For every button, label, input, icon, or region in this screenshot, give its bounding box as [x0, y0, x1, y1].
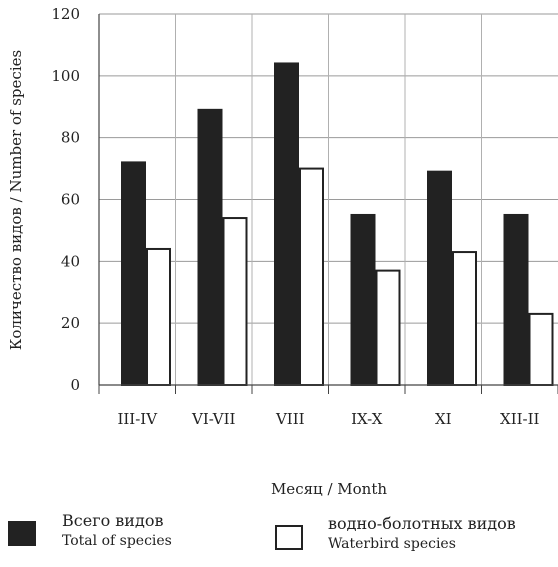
bar-total-VIII — [274, 62, 299, 386]
bar-total-IX-X — [350, 213, 376, 386]
y-tick-label: 0 — [70, 376, 80, 394]
bar-waterbird-XI — [452, 251, 477, 386]
x-tick-label: XII-II — [500, 410, 540, 428]
bar-waterbird-III-IV — [146, 247, 171, 386]
y-tick-label: 20 — [61, 314, 80, 332]
gridlines — [99, 13, 558, 385]
bar-waterbird-XII-II — [528, 312, 554, 386]
bar-total-III-IV — [121, 161, 146, 386]
x-axis-title: Месяц / Month — [271, 480, 387, 498]
legend-swatch-total — [8, 521, 36, 546]
bar-waterbird-IX-X — [375, 269, 401, 387]
y-tick-label: 100 — [51, 67, 80, 85]
y-axis-title: Количество видов / Number of species — [7, 50, 25, 350]
x-tick-label: XI — [435, 410, 452, 428]
y-tick-label: 80 — [61, 129, 80, 147]
legend-label-waterbird-ru: водно-болотных видов — [328, 514, 516, 533]
bar-chart: 0 20 40 60 80 100 120 III-IV VI-VII VIII IX-X XI XII… — [7, 5, 558, 498]
legend-label-total-ru: Всего видов — [62, 511, 164, 530]
legend-label-waterbird-en: Waterbird species — [328, 536, 456, 552]
bar-total-XII-II — [503, 213, 529, 386]
y-tick-label: 40 — [61, 252, 80, 270]
legend-swatch-waterbird — [275, 525, 303, 550]
y-tick-label: 60 — [61, 191, 80, 209]
x-tick-label: VIII — [275, 410, 305, 428]
x-tick-label: III-IV — [117, 410, 158, 428]
legend-label-total-en: Total of species — [62, 533, 172, 549]
bar-total-VI-VII — [197, 108, 223, 386]
bar-waterbird-VIII — [299, 167, 324, 386]
axes: 0 20 40 60 80 100 120 III-IV VI-VII VIII IX-X XI XII… — [51, 5, 558, 428]
y-tick-label: 120 — [51, 5, 80, 23]
x-tick-label: VI-VII — [191, 410, 235, 428]
bar-waterbird-VI-VII — [222, 217, 248, 386]
bar-total-XI — [427, 170, 452, 386]
x-tick-label: IX-X — [351, 410, 383, 428]
bars — [121, 62, 554, 387]
